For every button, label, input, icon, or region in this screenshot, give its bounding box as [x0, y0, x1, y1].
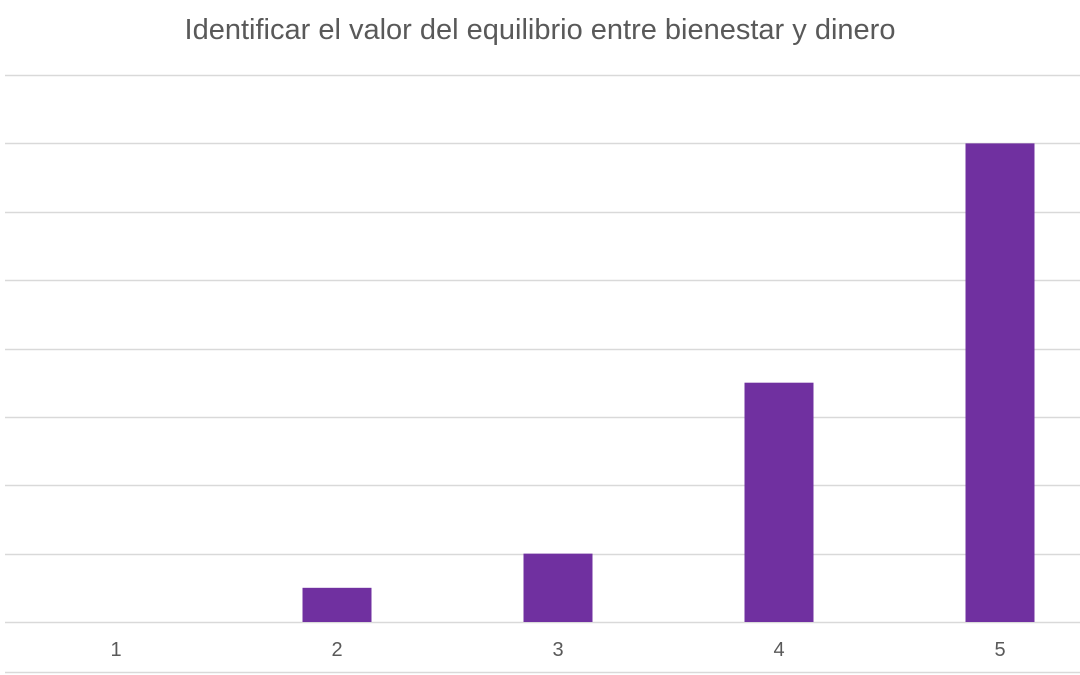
chart-title: Identificar el valor del equilibrio entr… — [184, 14, 896, 46]
bar-4 — [744, 382, 814, 622]
x-tick-label: 3 — [552, 639, 563, 661]
x-tick-label: 4 — [773, 639, 784, 661]
bars — [302, 143, 1035, 622]
bar-2 — [302, 587, 372, 622]
bar-3 — [523, 553, 593, 622]
bar-5 — [965, 143, 1035, 622]
x-axis-labels: 1 2 3 4 5 — [110, 639, 1005, 661]
x-tick-label: 2 — [331, 639, 342, 661]
x-tick-label: 1 — [110, 639, 121, 661]
x-tick-label: 5 — [994, 639, 1005, 661]
